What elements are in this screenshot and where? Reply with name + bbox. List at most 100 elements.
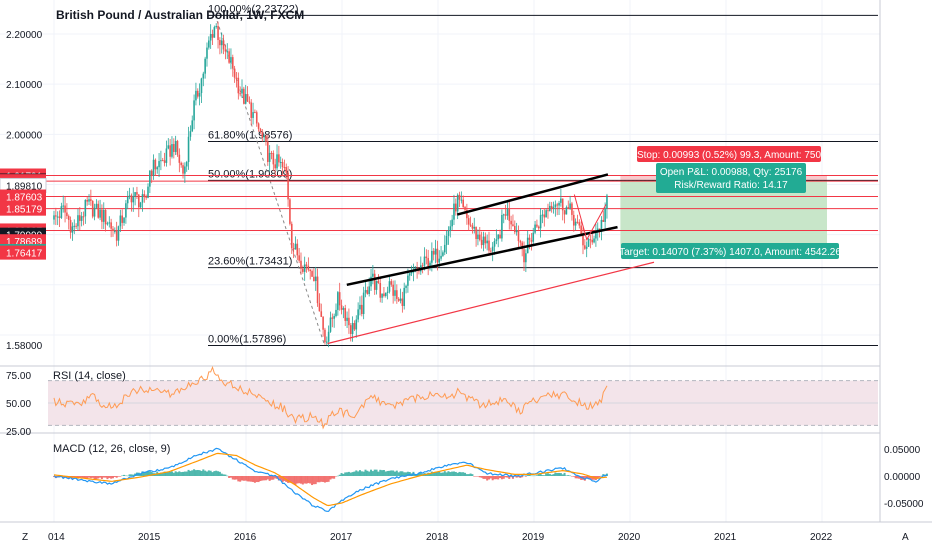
candle-body	[171, 144, 173, 157]
candle-body	[233, 68, 236, 78]
candle-body	[114, 230, 116, 232]
macd-histogram-bar	[462, 472, 465, 476]
candle-body	[390, 281, 393, 285]
time-axis[interactable]: 014 2015 2016 2017 2018 2019 2020 2021 2022	[48, 532, 833, 543]
candle-body	[346, 317, 348, 321]
time-tick-label: 2019	[522, 532, 545, 543]
candle-body	[300, 260, 302, 269]
macd-histogram-bar	[489, 476, 492, 479]
macd-histogram-bar	[471, 474, 474, 476]
candle-body	[458, 194, 461, 200]
macd-histogram-bar	[91, 476, 94, 478]
macd-histogram-bar	[62, 476, 65, 479]
macd-histogram-bar	[279, 476, 282, 480]
macd-histogram-bar	[145, 472, 148, 476]
macd-histogram-bar	[517, 476, 520, 478]
candle-body	[290, 223, 293, 249]
price-label: 1.78689	[6, 237, 43, 248]
macd-histogram-bar	[500, 476, 503, 480]
macd-histogram-bar	[309, 476, 312, 484]
candle-body	[504, 214, 507, 216]
price-axis[interactable]: 2.200002.100002.000001.580001.917911.907…	[0, 30, 47, 352]
candle-body	[169, 145, 171, 157]
candle-body	[514, 225, 516, 233]
macd-histogram-bar	[587, 476, 590, 479]
fib-trend-line[interactable]	[214, 15, 326, 346]
price-label-box[interactable]	[0, 201, 46, 216]
macd-histogram-bar	[257, 476, 260, 483]
candle-body	[56, 216, 59, 218]
macd-signal-line	[53, 452, 608, 507]
macd-histogram-bar	[554, 472, 557, 476]
candle-body	[224, 49, 227, 52]
channel-line[interactable]	[346, 225, 618, 287]
macd-histogram-bar	[287, 476, 290, 483]
macd-histogram-bar	[194, 470, 197, 476]
candle-body	[263, 135, 265, 138]
macd-histogram-bar	[480, 476, 483, 478]
candle-body	[237, 77, 240, 94]
macd-histogram-bar	[82, 476, 85, 479]
candle-body	[372, 273, 374, 277]
macd-histogram-bar	[355, 470, 358, 476]
candle-body	[311, 271, 313, 277]
timezone-button[interactable]: Z	[22, 532, 28, 543]
candle-body	[508, 209, 511, 221]
macd-histogram-bar	[574, 476, 577, 479]
candle-body	[246, 94, 249, 102]
candle-body	[77, 215, 79, 227]
macd-histogram-bar	[458, 471, 461, 476]
candle-body	[281, 161, 284, 168]
macd-histogram-bar	[233, 476, 236, 480]
pattern-drawing[interactable]	[573, 194, 607, 241]
rsi-axis[interactable]: 75.00 50.00 25.00	[6, 371, 31, 438]
macd-histogram-bar	[578, 476, 581, 479]
candle-body	[366, 290, 369, 294]
price-label-box[interactable]	[0, 189, 46, 204]
macd-axis[interactable]: 0.05000 0.00000 -0.05000	[884, 445, 924, 510]
trendline-drawings[interactable]	[327, 173, 655, 345]
macd-histogram-bar	[211, 472, 214, 476]
macd-histogram-bar	[235, 476, 238, 480]
candle-body	[97, 203, 100, 218]
macd-histogram-bar	[110, 476, 113, 479]
candle-body	[397, 298, 400, 301]
candle-body	[370, 276, 372, 287]
candle-body	[228, 51, 230, 63]
macd-histogram-bar	[565, 475, 568, 476]
candle-body	[219, 40, 221, 46]
macd-histogram-bar	[449, 472, 452, 476]
macd-histogram-bar	[384, 471, 387, 476]
stop-label-box	[637, 146, 821, 162]
macd-histogram-bar	[537, 474, 540, 476]
candle-body	[388, 281, 391, 292]
candle-body	[230, 57, 232, 63]
macd-histogram-bar	[524, 476, 527, 477]
auto-scale-button[interactable]: A	[902, 532, 909, 543]
macd-histogram-bar	[217, 471, 220, 476]
price-label-box[interactable]	[0, 245, 46, 260]
red-trend-line[interactable]	[327, 261, 655, 345]
macd-histogram-bar	[312, 476, 315, 485]
macd-histogram-bar	[528, 474, 531, 476]
macd-histogram-bar	[405, 472, 408, 476]
candle-body	[587, 239, 590, 247]
macd-histogram-bar	[130, 474, 133, 476]
macd-histogram-bar	[95, 476, 98, 480]
macd-histogram-bar	[556, 472, 559, 476]
macd-histogram-bar	[78, 476, 81, 478]
candle-body	[383, 293, 385, 296]
macd-histogram-bar	[159, 472, 162, 476]
macd-tick-label: 0.00000	[884, 472, 921, 483]
candle-body	[536, 224, 538, 227]
macd-histogram-bar	[338, 474, 341, 476]
candle-body	[427, 258, 429, 267]
candle-body	[149, 170, 151, 187]
candle-body	[462, 199, 464, 208]
candle-body	[368, 286, 370, 294]
channel-line[interactable]	[456, 173, 609, 216]
macd-histogram-bar	[316, 476, 319, 483]
macd-histogram-bar	[371, 471, 374, 476]
candle-body	[550, 205, 553, 209]
